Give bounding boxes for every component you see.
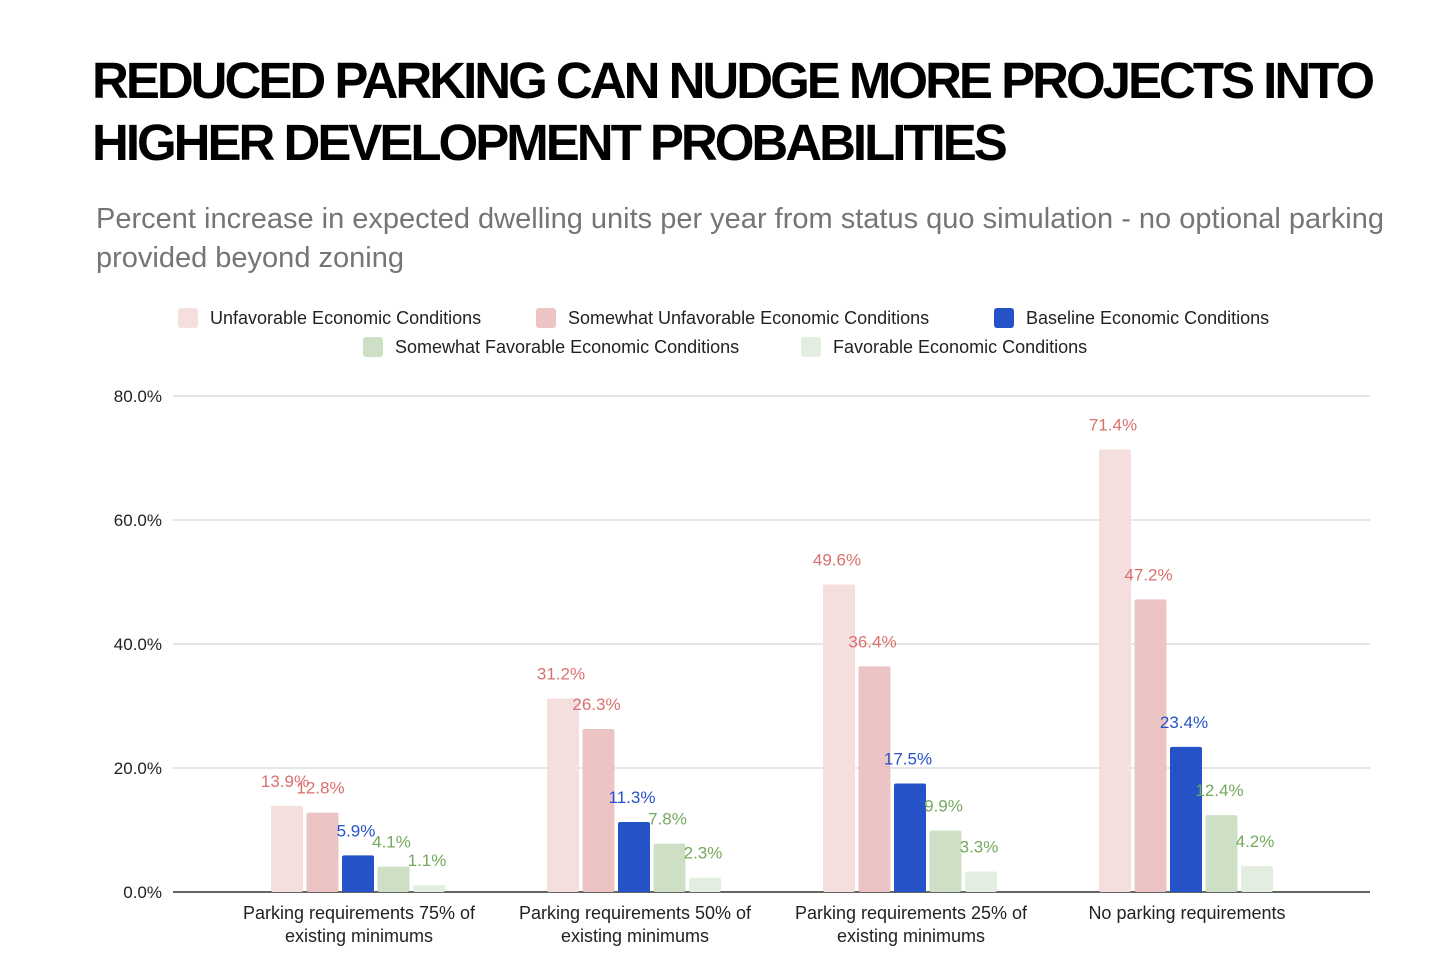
legend-item: Baseline Economic Conditions xyxy=(994,308,1269,328)
x-tick-label: existing minimums xyxy=(285,926,433,946)
y-tick-label: 80.0% xyxy=(114,387,162,406)
legend-swatch xyxy=(994,308,1014,328)
chart-legend: Unfavorable Economic Conditions Somewhat … xyxy=(178,308,1269,357)
chart-bars xyxy=(271,449,1273,892)
data-label: 17.5% xyxy=(884,750,932,769)
bar xyxy=(929,830,962,892)
legend-label: Unfavorable Economic Conditions xyxy=(210,308,481,328)
legend-label: Baseline Economic Conditions xyxy=(1026,308,1269,328)
chart-subtitle: Percent increase in expected dwelling un… xyxy=(96,203,1384,274)
data-label: 12.8% xyxy=(296,779,344,798)
bar xyxy=(618,821,650,892)
legend-item: Unfavorable Economic Conditions xyxy=(178,308,481,328)
data-label: 9.9% xyxy=(924,797,963,816)
legend-item: Somewhat Favorable Economic Conditions xyxy=(363,337,739,357)
data-label: 23.4% xyxy=(1160,713,1208,732)
y-tick-label: 60.0% xyxy=(114,511,162,530)
x-axis: Parking requirements 75% of existing mini… xyxy=(243,903,1286,946)
legend-label: Favorable Economic Conditions xyxy=(833,337,1087,357)
data-label: 4.2% xyxy=(1236,832,1275,851)
legend-item: Somewhat Unfavorable Economic Conditions xyxy=(536,308,929,328)
data-label: 1.1% xyxy=(408,851,447,870)
legend-swatch xyxy=(363,337,383,357)
x-tick-label: Parking requirements 75% of xyxy=(243,903,476,923)
data-label: 11.3% xyxy=(609,788,656,807)
legend-swatch xyxy=(536,308,556,328)
bar xyxy=(582,728,615,892)
legend-item: Favorable Economic Conditions xyxy=(801,337,1087,357)
data-label: 12.4% xyxy=(1195,781,1243,800)
data-label: 2.3% xyxy=(684,844,723,863)
bar xyxy=(894,783,926,892)
y-tick-label: 40.0% xyxy=(114,635,162,654)
bar xyxy=(1241,865,1273,892)
data-label: 47.2% xyxy=(1124,565,1172,584)
x-tick-label: No parking requirements xyxy=(1088,903,1285,923)
data-label: 36.4% xyxy=(848,632,896,651)
legend-swatch xyxy=(178,308,198,328)
bar xyxy=(413,885,445,892)
bar xyxy=(965,871,997,892)
bar xyxy=(306,812,339,892)
data-label: 31.2% xyxy=(537,665,585,684)
data-label: 26.3% xyxy=(572,695,620,714)
y-tick-label: 20.0% xyxy=(114,759,162,778)
x-tick-label: existing minimums xyxy=(837,926,985,946)
data-label: 4.1% xyxy=(372,833,411,852)
data-label: 13.9% xyxy=(261,772,309,791)
bar xyxy=(1170,746,1202,892)
bar xyxy=(689,877,721,892)
data-label: 7.8% xyxy=(648,810,687,829)
bar xyxy=(1205,815,1238,892)
legend-swatch xyxy=(801,337,821,357)
y-axis: 0.0% 20.0% 40.0% 60.0% 80.0% xyxy=(114,387,162,902)
bar xyxy=(1134,599,1167,892)
bar xyxy=(271,805,303,892)
data-label: 3.3% xyxy=(960,838,999,857)
y-tick-label: 0.0% xyxy=(123,883,162,902)
x-tick-label: Parking requirements 50% of xyxy=(519,903,752,923)
bar xyxy=(858,666,891,892)
x-tick-label: existing minimums xyxy=(561,926,709,946)
chart-data-labels: 13.9% 31.2% 49.6% 71.4% 12.8% 26.3% 36.4% 47.2%… xyxy=(261,415,1274,870)
data-label: 49.6% xyxy=(813,550,861,569)
bar xyxy=(547,698,579,892)
legend-label: Somewhat Unfavorable Economic Conditions xyxy=(568,308,929,328)
bar xyxy=(1099,449,1131,892)
bar xyxy=(342,855,374,892)
data-label: 5.9% xyxy=(337,821,376,840)
legend-label: Somewhat Favorable Economic Conditions xyxy=(395,337,739,357)
bar xyxy=(377,866,410,892)
bar xyxy=(823,584,855,892)
bar xyxy=(653,843,686,892)
data-label: 71.4% xyxy=(1089,415,1137,434)
chart-title: REDUCED PARKING CAN NUDGE MORE PROJECTS … xyxy=(92,52,1375,171)
x-tick-label: Parking requirements 25% of xyxy=(795,903,1028,923)
